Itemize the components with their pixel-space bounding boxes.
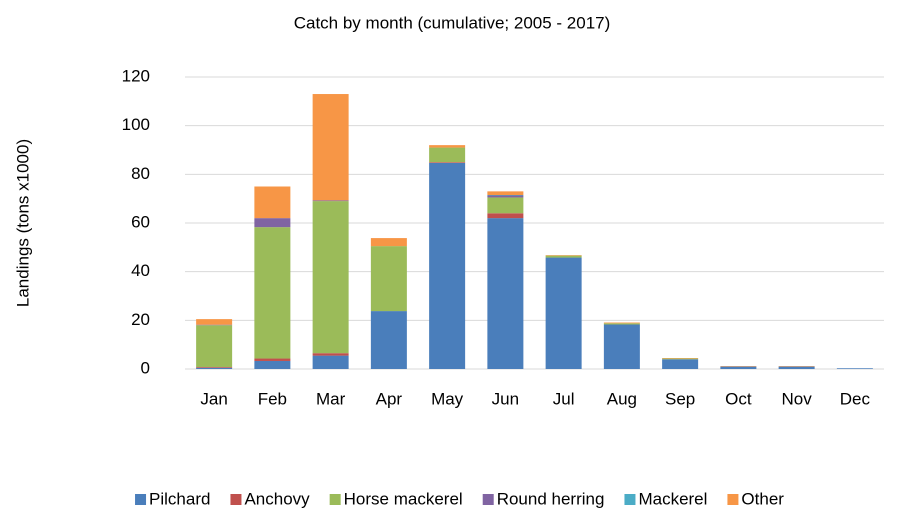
bar-segment xyxy=(312,353,349,356)
y-tick-label: 20 xyxy=(131,310,150,329)
y-tick-label: 60 xyxy=(131,212,150,231)
x-tick-label: Apr xyxy=(376,389,403,408)
legend-swatch xyxy=(135,494,147,505)
legend-swatch xyxy=(230,494,242,505)
x-tick-label: Jul xyxy=(553,389,575,408)
bar-segment xyxy=(254,360,291,369)
x-tick-label: May xyxy=(431,389,464,408)
bar-segment xyxy=(312,200,349,202)
bar-segment xyxy=(720,366,757,369)
y-axis-label: Landings (tons x1000) xyxy=(13,139,32,307)
bar-segment xyxy=(545,255,582,258)
y-tick-label: 40 xyxy=(131,261,150,280)
bar-segment xyxy=(429,145,466,148)
legend-swatch xyxy=(329,494,341,505)
bar-segment xyxy=(662,358,699,360)
x-tick-label: Mar xyxy=(316,389,346,408)
x-tick-label: Oct xyxy=(725,389,752,408)
bar-segment xyxy=(603,323,640,325)
legend-label: Other xyxy=(741,489,784,508)
legend-swatch xyxy=(727,494,739,505)
bar-segment xyxy=(312,355,349,369)
bar-segment xyxy=(429,162,466,369)
legend-label: Pilchard xyxy=(149,489,210,508)
bar-segment xyxy=(487,197,524,214)
x-tick-label: Jan xyxy=(200,389,227,408)
bar-segment xyxy=(603,324,640,369)
bar-segment xyxy=(836,368,873,369)
bar-segment xyxy=(312,94,349,201)
bar-segment xyxy=(196,319,233,325)
bar-segment xyxy=(312,201,349,354)
bar-segment xyxy=(370,246,407,312)
bar-segment xyxy=(370,238,407,247)
bar-segment xyxy=(487,195,524,198)
bar-segment xyxy=(662,359,699,369)
x-tick-label: Nov xyxy=(782,389,813,408)
bar-segment xyxy=(254,186,291,219)
legend-label: Round herring xyxy=(497,489,605,508)
x-tick-label: Aug xyxy=(607,389,637,408)
x-tick-label: Jun xyxy=(492,389,519,408)
bar-segment xyxy=(487,213,524,219)
legend-label: Mackerel xyxy=(638,489,707,508)
bar-segment xyxy=(196,367,233,369)
x-tick-label: Feb xyxy=(258,389,287,408)
bar-segment xyxy=(603,322,640,324)
bar-segment xyxy=(778,366,815,369)
bar-segment xyxy=(254,218,291,228)
legend-label: Horse mackerel xyxy=(344,489,463,508)
bar-segment xyxy=(487,191,524,196)
x-tick-label: Dec xyxy=(840,389,871,408)
bar-segment xyxy=(196,367,233,368)
legend-swatch xyxy=(482,494,494,505)
bar-segment xyxy=(196,325,233,368)
bar-segment xyxy=(487,218,524,369)
bar-segment xyxy=(254,227,291,359)
chart-title: Catch by month (cumulative; 2005 - 2017) xyxy=(294,13,611,32)
bar-segment xyxy=(254,358,291,361)
y-tick-label: 80 xyxy=(131,164,150,183)
legend-label: Anchovy xyxy=(244,489,310,508)
bar-segment xyxy=(429,162,466,163)
legend-swatch xyxy=(624,494,636,505)
x-tick-label: Sep xyxy=(665,389,695,408)
bar-segment xyxy=(370,311,407,369)
y-tick-label: 120 xyxy=(122,66,150,85)
y-tick-label: 0 xyxy=(141,358,150,377)
bar-segment xyxy=(545,257,582,369)
bar-segment xyxy=(429,147,466,163)
y-tick-label: 100 xyxy=(122,115,150,134)
